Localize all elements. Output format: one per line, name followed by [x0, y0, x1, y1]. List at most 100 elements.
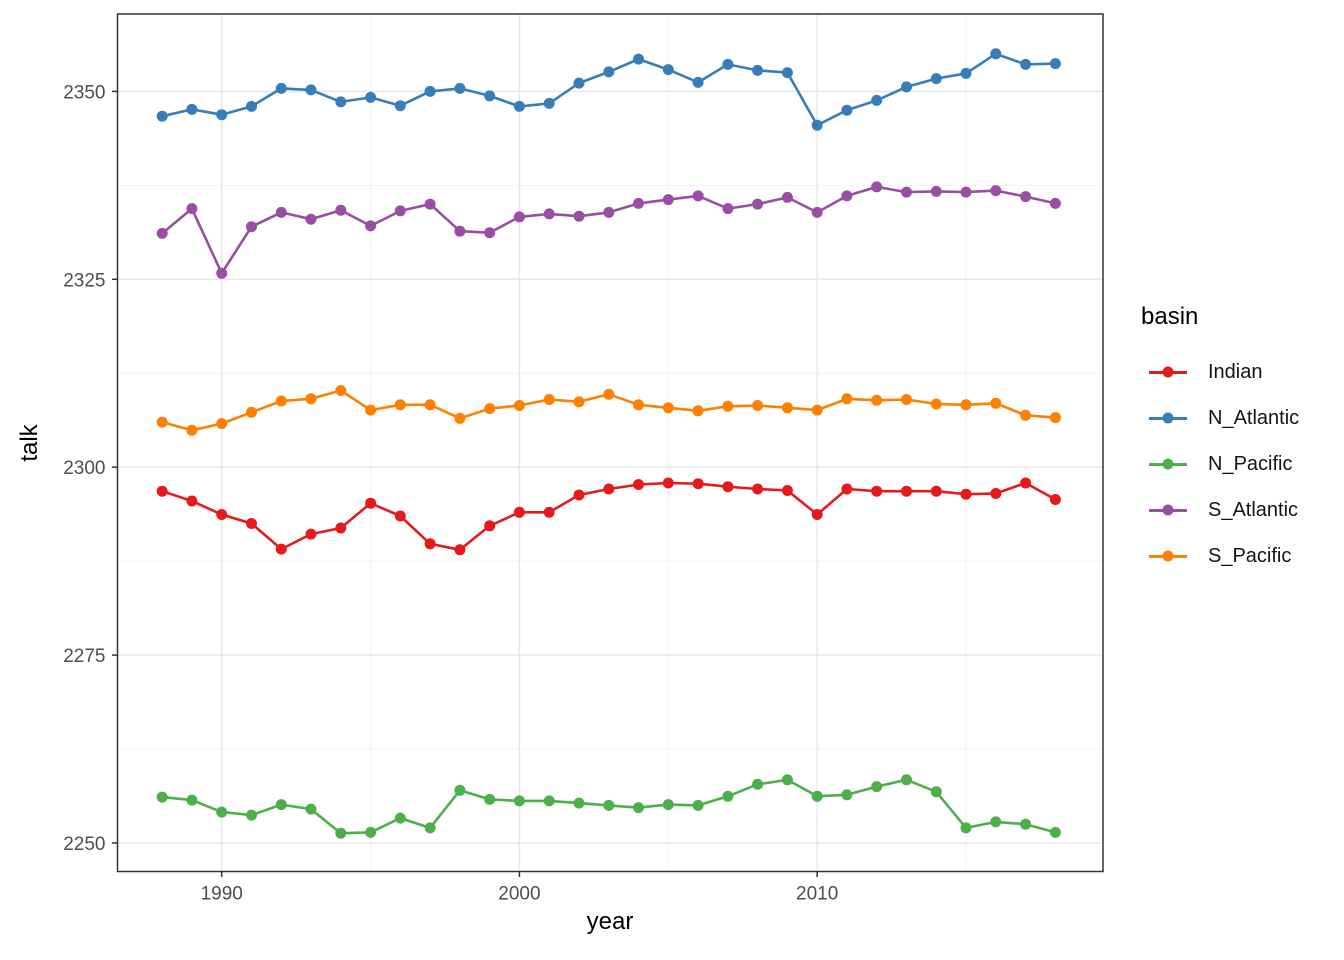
data-point-S_Pacific — [990, 397, 1002, 409]
data-point-S_Atlantic — [573, 210, 585, 222]
data-point-S_Pacific — [275, 395, 287, 407]
data-point-N_Pacific — [781, 774, 793, 786]
data-point-Indian — [841, 483, 853, 495]
data-point-N_Pacific — [752, 778, 764, 790]
data-point-N_Pacific — [692, 799, 704, 811]
data-point-Indian — [573, 489, 585, 501]
data-point-N_Atlantic — [1020, 58, 1032, 70]
legend-key-line-icon — [1149, 412, 1187, 424]
data-point-S_Pacific — [811, 404, 823, 416]
data-point-N_Pacific — [335, 827, 347, 839]
data-point-N_Pacific — [1020, 818, 1032, 830]
data-point-N_Pacific — [186, 794, 198, 806]
data-point-S_Pacific — [394, 399, 406, 411]
data-point-S_Atlantic — [841, 190, 853, 202]
data-point-Indian — [930, 485, 942, 497]
data-point-N_Pacific — [394, 812, 406, 824]
data-point-Indian — [424, 538, 436, 550]
legend-item-S_Pacific: S_Pacific — [1141, 533, 1299, 579]
legend-item-S_Atlantic: S_Atlantic — [1141, 487, 1299, 533]
data-point-Indian — [633, 479, 644, 490]
data-point-S_Pacific — [930, 398, 942, 410]
data-point-Indian — [156, 485, 168, 497]
data-point-S_Pacific — [781, 402, 793, 414]
data-point-N_Atlantic — [156, 110, 168, 122]
data-point-Indian — [722, 481, 734, 493]
data-point-S_Pacific — [692, 405, 704, 417]
data-point-S_Pacific — [841, 393, 853, 405]
legend-items: Indian N_Atlantic N_Pacific S_Atlantic S_Pac… — [1141, 349, 1299, 579]
data-point-S_Atlantic — [811, 206, 823, 218]
data-point-S_Pacific — [603, 388, 615, 400]
data-point-N_Atlantic — [573, 77, 585, 89]
data-point-Indian — [186, 495, 198, 507]
data-point-S_Atlantic — [722, 203, 734, 215]
data-point-S_Pacific — [365, 404, 377, 416]
data-point-N_Pacific — [990, 816, 1002, 828]
data-point-N_Atlantic — [424, 85, 436, 97]
legend-key-line-icon — [1149, 504, 1187, 516]
data-point-N_Atlantic — [186, 103, 198, 115]
data-point-N_Atlantic — [811, 119, 823, 131]
data-point-S_Atlantic — [275, 206, 287, 218]
data-point-N_Atlantic — [275, 82, 287, 94]
legend-title: basin — [1141, 303, 1199, 330]
y-tick-label: 2250 — [63, 834, 105, 855]
legend-item-N_Atlantic: N_Atlantic — [1141, 395, 1299, 441]
series-line-N_Atlantic — [160, 52, 1057, 127]
data-point-N_Pacific — [424, 822, 436, 834]
data-point-N_Pacific — [484, 793, 496, 805]
data-point-N_Atlantic — [394, 100, 406, 112]
data-point-N_Pacific — [216, 806, 228, 818]
data-point-S_Atlantic — [990, 185, 1002, 197]
data-point-N_Atlantic — [990, 48, 1002, 60]
data-point-S_Pacific — [573, 396, 585, 408]
data-point-Indian — [692, 478, 704, 490]
legend-item-N_Pacific: N_Pacific — [1141, 441, 1299, 487]
data-point-N_Atlantic — [246, 100, 257, 112]
data-point-S_Pacific — [752, 400, 764, 411]
data-point-S_Atlantic — [335, 204, 347, 216]
data-point-N_Atlantic — [871, 94, 883, 106]
data-point-N_Atlantic — [692, 76, 704, 88]
data-point-S_Atlantic — [1020, 191, 1032, 203]
legend-key-dot-icon — [1162, 458, 1174, 470]
data-point-N_Pacific — [573, 797, 585, 809]
data-point-N_Atlantic — [841, 104, 853, 116]
data-point-N_Atlantic — [960, 67, 972, 79]
data-point-S_Atlantic — [305, 213, 317, 225]
data-point-S_Pacific — [484, 403, 496, 415]
data-point-N_Pacific — [543, 795, 555, 807]
data-point-Indian — [246, 518, 257, 529]
data-point-Indian — [990, 488, 1002, 499]
legend-label: N_Atlantic — [1208, 406, 1300, 429]
data-point-N_Pacific — [633, 802, 644, 814]
data-point-Indian — [662, 477, 674, 489]
data-point-N_Atlantic — [216, 109, 228, 121]
y-tick-label: 2350 — [63, 82, 105, 103]
data-point-N_Atlantic — [603, 66, 615, 78]
data-point-S_Pacific — [156, 416, 168, 428]
data-point-N_Pacific — [603, 799, 615, 811]
data-point-S_Atlantic — [484, 227, 496, 239]
data-point-S_Atlantic — [513, 211, 525, 223]
data-point-S_Atlantic — [662, 194, 674, 206]
data-point-S_Atlantic — [246, 221, 257, 233]
legend-label: Indian — [1208, 360, 1263, 383]
data-point-S_Atlantic — [216, 267, 228, 279]
data-point-N_Atlantic — [633, 53, 644, 65]
y-axis-title: talk — [16, 424, 43, 462]
data-point-Indian — [394, 510, 406, 522]
data-point-S_Atlantic — [901, 186, 912, 198]
data-point-S_Pacific — [871, 394, 883, 406]
data-point-N_Pacific — [901, 774, 912, 786]
data-point-N_Atlantic — [454, 82, 466, 94]
y-tick-label: 2325 — [63, 270, 105, 291]
data-point-N_Pacific — [365, 826, 377, 838]
data-point-N_Atlantic — [930, 73, 942, 85]
data-point-S_Atlantic — [394, 205, 406, 217]
data-point-S_Pacific — [246, 406, 257, 418]
legend-label: S_Atlantic — [1208, 498, 1299, 521]
data-point-Indian — [454, 544, 466, 556]
